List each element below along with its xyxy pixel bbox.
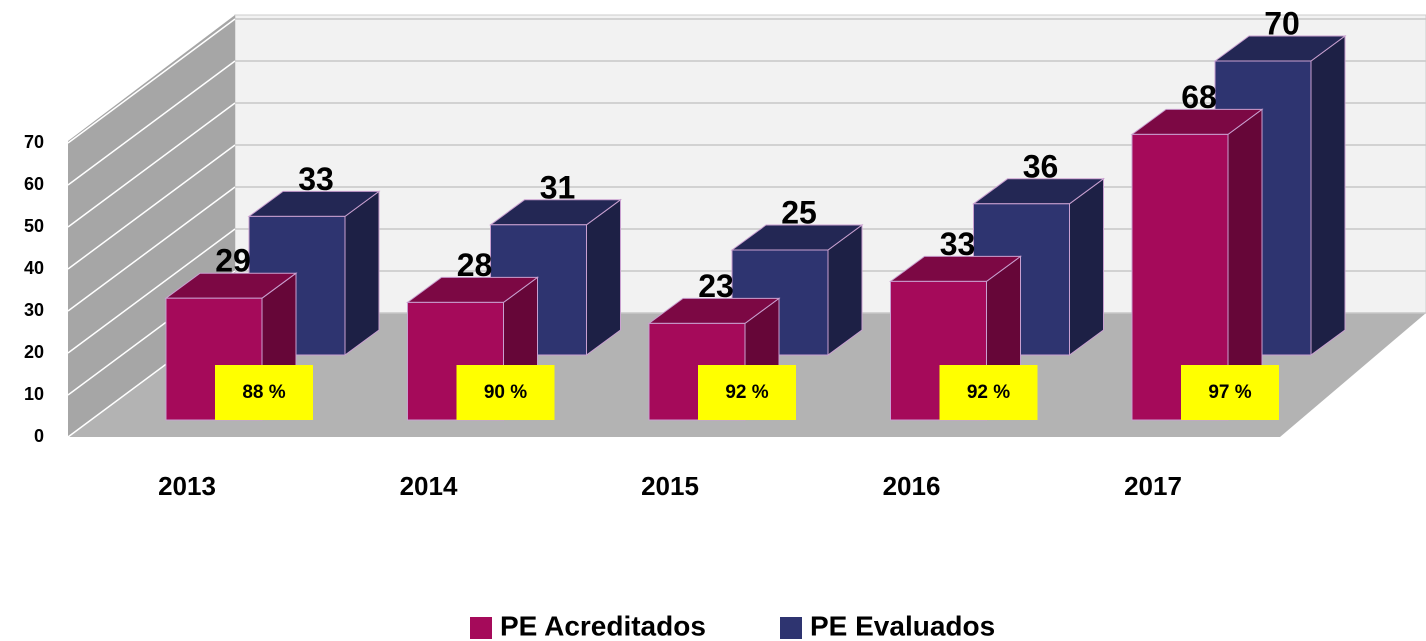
legend-label: PE Acreditados xyxy=(500,610,706,641)
value-label: 68 xyxy=(1181,79,1217,115)
annotation-box xyxy=(939,365,1038,420)
x-tick-label: 2016 xyxy=(883,471,941,501)
grid-line xyxy=(67,228,236,354)
x-tick-label: 2015 xyxy=(641,471,699,501)
value-label: 28 xyxy=(457,247,493,283)
annotation: 92 % xyxy=(725,382,768,403)
y-tick-label: 40 xyxy=(24,258,44,278)
value-label: 25 xyxy=(781,194,817,230)
y-tick-label: 20 xyxy=(24,342,44,362)
grid-line xyxy=(67,60,236,186)
legend-swatch xyxy=(780,617,802,639)
annotation: 92 % xyxy=(967,382,1010,403)
x-tick-label: 2014 xyxy=(400,471,458,501)
grid-line xyxy=(67,186,236,312)
y-tick-label: 60 xyxy=(24,174,44,194)
y-tick-label: 30 xyxy=(24,300,44,320)
annotation: 90 % xyxy=(484,382,527,403)
y-tick-label: 0 xyxy=(34,426,44,446)
value-label: 33 xyxy=(940,226,976,262)
y-tick-label: 10 xyxy=(24,384,44,404)
bar-side xyxy=(344,190,380,356)
annotation-box xyxy=(456,365,555,420)
value-label: 36 xyxy=(1023,148,1059,184)
y-tick-label: 70 xyxy=(24,132,44,152)
value-label: 29 xyxy=(215,243,251,279)
bar-side xyxy=(1310,35,1346,356)
y-tick-label: 50 xyxy=(24,216,44,236)
value-label: 23 xyxy=(698,268,734,304)
x-tick-label: 2013 xyxy=(158,471,216,501)
bar-side xyxy=(586,198,621,356)
annotation: 88 % xyxy=(242,382,285,403)
legend-swatch xyxy=(470,617,492,639)
annotation-box xyxy=(698,365,796,420)
grid-line xyxy=(67,18,236,144)
value-label: 70 xyxy=(1264,5,1300,41)
x-tick-label: 2017 xyxy=(1124,471,1182,501)
value-label: 31 xyxy=(540,169,576,205)
grid-line xyxy=(67,144,236,270)
value-label: 33 xyxy=(298,161,334,197)
annotation: 97 % xyxy=(1208,382,1251,403)
bar-side xyxy=(1069,177,1104,356)
grid-line xyxy=(67,102,236,228)
annotation-box xyxy=(215,365,313,420)
bar xyxy=(165,297,263,421)
legend-label: PE Evaluados xyxy=(810,610,995,641)
annotation-box xyxy=(1181,365,1279,420)
